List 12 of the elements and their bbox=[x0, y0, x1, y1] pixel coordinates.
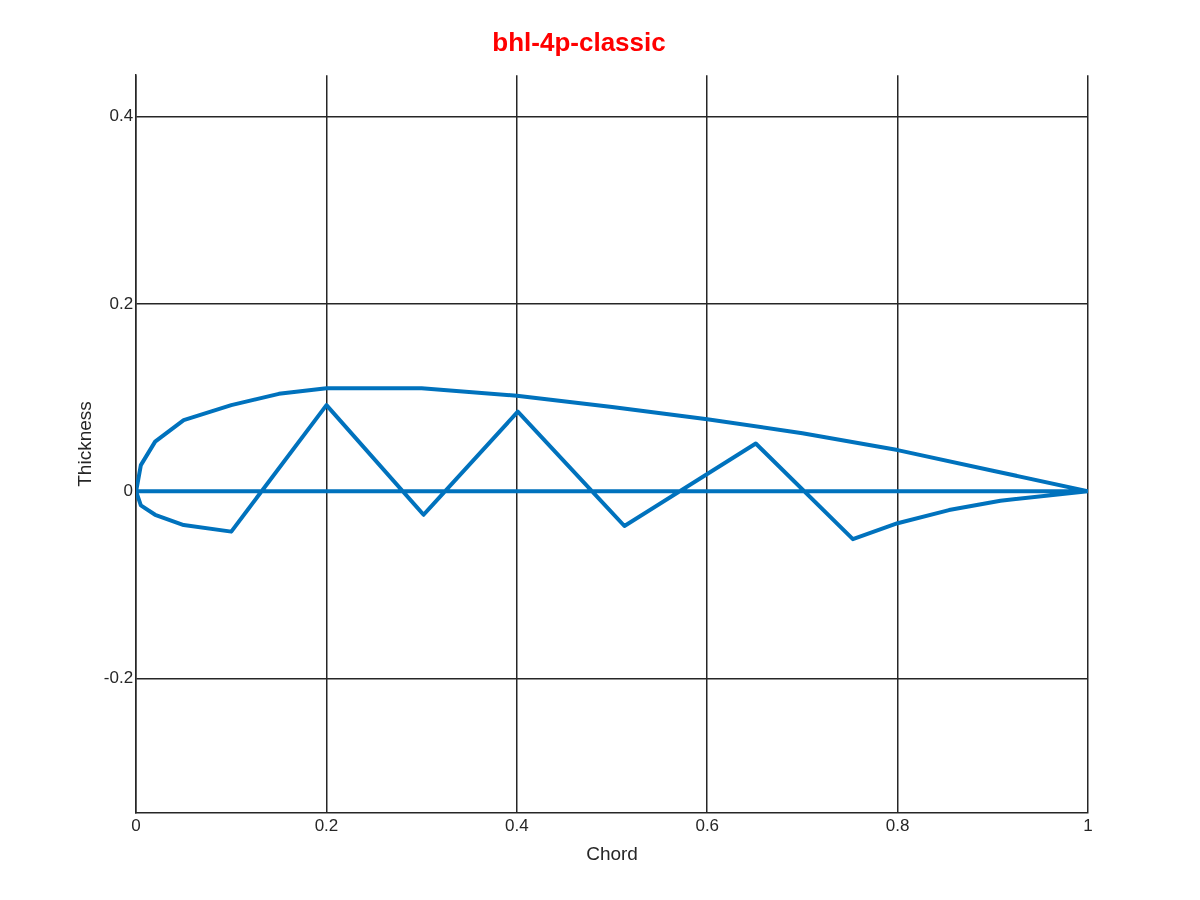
y-tick-label: 0.2 bbox=[109, 293, 134, 313]
y-axis-title: Thickness bbox=[73, 401, 95, 487]
x-tick-label: 1 bbox=[1083, 815, 1093, 835]
chart-title: bhl-4p-classic bbox=[492, 26, 666, 57]
x-tick-label: 0.6 bbox=[695, 815, 720, 835]
x-axis-title: Chord bbox=[586, 842, 638, 864]
y-tick-label: 0.4 bbox=[109, 106, 134, 126]
x-tick-label: 0.2 bbox=[314, 815, 339, 835]
x-tick-label: 0.4 bbox=[505, 815, 529, 835]
x-tick-label: 0.8 bbox=[885, 815, 910, 835]
y-tick-label: -0.2 bbox=[103, 668, 134, 688]
y-tick-label: 0 bbox=[123, 481, 134, 501]
